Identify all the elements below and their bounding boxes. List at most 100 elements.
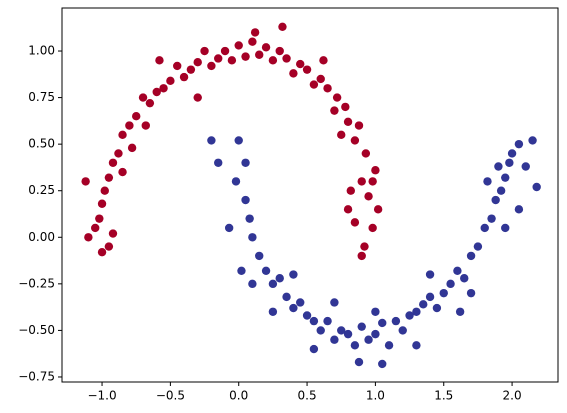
point [364,192,373,201]
point [193,93,202,102]
point [343,205,353,214]
x-tick-label: 2.0 [503,389,522,403]
point [241,52,250,61]
point [384,341,394,350]
point [368,223,377,233]
point [501,223,510,233]
point [282,54,291,63]
y-tick-label: 0.00 [28,230,55,244]
point [241,195,250,205]
point [460,274,469,283]
point [341,102,350,112]
point [371,166,380,175]
point [127,143,137,153]
point [309,344,319,354]
point [282,292,291,302]
point [483,177,492,186]
point [532,182,541,192]
point [439,288,448,298]
point [350,341,360,350]
point [278,22,287,32]
point [296,298,305,307]
point [227,56,237,65]
point [97,247,107,257]
point [316,326,325,335]
point [323,84,332,93]
point [343,329,353,339]
point [455,307,465,316]
point [357,177,366,186]
point [250,28,260,37]
point [507,149,517,158]
point [432,303,442,313]
point [480,223,489,233]
point [354,121,364,130]
point [97,199,107,208]
point [268,56,278,65]
point [302,65,312,74]
point [354,357,364,367]
point [368,177,377,186]
x-tick-label: 0.0 [229,389,248,403]
point [330,106,339,115]
point [425,270,435,279]
point [132,112,141,121]
y-tick-label: 1.00 [28,44,55,58]
point [173,61,182,71]
point [104,242,114,251]
point [234,41,243,50]
x-tick-label: 0.5 [298,389,317,403]
point [323,316,332,326]
point [179,72,189,82]
point [425,292,435,302]
point [125,121,134,130]
point [114,149,123,158]
point [231,177,241,186]
point [505,158,514,167]
point [108,158,118,167]
point [371,329,380,339]
point [350,218,360,227]
point [108,229,118,238]
point [100,186,109,195]
point [207,61,216,71]
point [309,316,319,326]
point [466,288,476,298]
point [332,93,342,102]
point [91,223,100,233]
point [412,341,421,350]
point [473,242,483,251]
point [337,326,346,335]
point [200,46,209,56]
point [261,266,271,276]
point [378,359,387,369]
y-tick-label: −0.50 [18,323,55,337]
point [521,162,530,171]
point [95,214,104,223]
point [514,205,524,214]
point [330,335,339,344]
point [412,307,421,316]
point [357,322,366,331]
point [155,56,164,65]
point [361,149,371,158]
point [289,270,298,279]
point [138,93,148,102]
point [207,136,216,145]
point [237,266,246,276]
point [248,233,257,242]
point [81,177,90,186]
point [214,158,223,167]
point [330,298,339,307]
point [405,311,414,320]
point [289,303,298,313]
point [255,50,264,59]
point [159,84,168,93]
point [350,136,360,145]
point [241,158,250,167]
point [378,318,387,328]
point [186,65,196,74]
point [145,98,155,108]
